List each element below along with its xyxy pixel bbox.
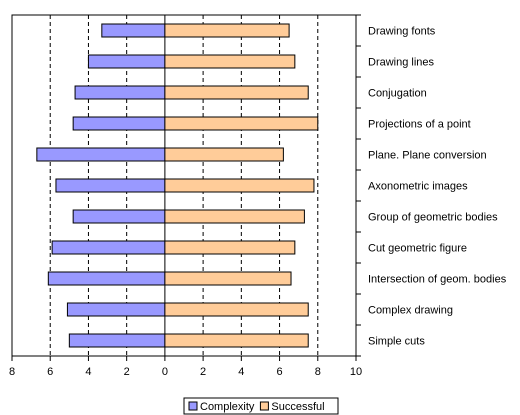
legend-label: Complexity <box>200 401 255 413</box>
bar-complexity <box>72 116 166 131</box>
category-label: Group of geometric bodies <box>368 212 498 224</box>
bar-complexity <box>68 333 166 348</box>
category-label: Cut geometric figure <box>368 243 467 255</box>
bar-successful <box>164 147 284 162</box>
bar-successful <box>164 23 290 38</box>
bar-successful <box>164 271 292 286</box>
bar-successful <box>164 178 315 193</box>
bar-complexity <box>74 85 166 100</box>
x-tick-label: 6 <box>47 366 53 378</box>
legend-label: Successful <box>271 401 324 413</box>
bar-successful <box>164 302 309 317</box>
bar-complexity <box>47 271 166 286</box>
x-tick-label: 6 <box>276 366 282 378</box>
x-tick-label: 2 <box>200 366 206 378</box>
category-labels: Drawing fonts Drawing lines Conjugation Pro… <box>368 26 507 348</box>
category-label: Axonometric images <box>368 181 468 193</box>
bar-complexity <box>101 23 166 38</box>
bars <box>36 23 319 348</box>
x-tick-label: 4 <box>238 366 244 378</box>
category-label: Drawing fonts <box>368 26 436 38</box>
category-label: Simple cuts <box>368 336 425 348</box>
bar-successful <box>164 85 309 100</box>
bar-successful <box>164 209 305 224</box>
category-label: Projections of a point <box>368 119 471 131</box>
bar-successful <box>164 54 296 69</box>
category-label: Conjugation <box>368 88 427 100</box>
x-tick-label: 2 <box>124 366 130 378</box>
bar-complexity <box>55 178 166 193</box>
x-tick-label: 8 <box>315 366 321 378</box>
bar-successful <box>164 116 319 131</box>
plot-frame <box>11 14 357 357</box>
category-label: Drawing lines <box>368 57 435 69</box>
bar-complexity <box>87 54 166 69</box>
category-label: Intersection of geom. bodies <box>368 274 507 286</box>
bar-complexity <box>72 209 166 224</box>
bar-complexity <box>36 147 166 162</box>
category-label: Complex drawing <box>368 305 453 317</box>
x-tick-label: 4 <box>85 366 91 378</box>
legend: Complexity Successful <box>183 397 339 415</box>
x-tick-label: 0 <box>162 366 168 378</box>
bar-successful <box>164 240 296 255</box>
bar-complexity <box>66 302 166 317</box>
bar-complexity <box>51 240 166 255</box>
x-axis-ticks: 8 6 4 2 0 2 4 6 8 10 <box>9 356 362 378</box>
legend-swatch <box>188 401 198 411</box>
x-tick-label: 10 <box>350 366 362 378</box>
x-tick-label: 8 <box>9 366 15 378</box>
bar-successful <box>164 333 309 348</box>
category-label: Plane. Plane conversion <box>368 150 487 162</box>
legend-swatch <box>259 401 269 411</box>
axes <box>11 14 361 357</box>
